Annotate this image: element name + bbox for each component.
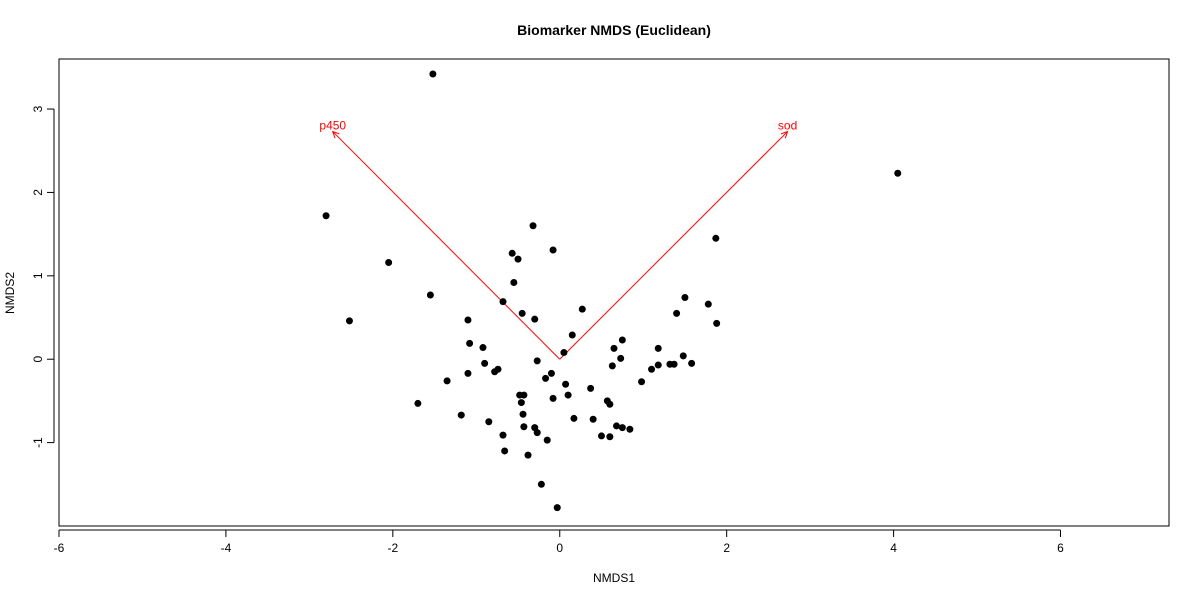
x-axis-title: NMDS1 [593, 571, 635, 585]
x-tick-label: -6 [54, 541, 65, 555]
data-point [617, 354, 625, 362]
data-point [688, 359, 696, 367]
data-point [481, 359, 489, 367]
data-point [564, 391, 572, 399]
data-point [485, 418, 493, 426]
data-point [508, 249, 516, 257]
data-point [414, 399, 422, 407]
data-point [587, 384, 595, 392]
data-point [713, 319, 721, 327]
vector-label-sod: sod [778, 119, 797, 133]
data-point [606, 433, 614, 441]
data-point [537, 480, 545, 488]
y-tick-label: 2 [31, 189, 45, 196]
data-point [679, 352, 687, 360]
plot-frame [58, 58, 1170, 527]
vector-line-p450 [332, 131, 561, 360]
data-point [570, 414, 578, 422]
data-point [560, 349, 568, 357]
data-point [638, 378, 646, 386]
data-point [673, 309, 681, 317]
data-point [648, 365, 656, 373]
vector-arrowhead-p450 [331, 130, 340, 139]
data-point [597, 432, 605, 440]
biomarker-vectors: p450 sod [319, 119, 797, 360]
data-point [553, 504, 561, 512]
y-axis: -1 0 1 2 3 [31, 105, 55, 448]
data-point [510, 278, 518, 286]
data-point [494, 365, 502, 373]
data-point [499, 298, 507, 306]
data-point [464, 316, 472, 324]
data-point [479, 344, 487, 352]
data-point [654, 361, 662, 369]
x-tick-label: 4 [890, 541, 897, 555]
data-point [568, 331, 576, 339]
vector-label-p450: p450 [319, 119, 346, 133]
y-tick-label: 3 [31, 105, 45, 112]
data-point [517, 399, 525, 407]
data-point [712, 234, 720, 242]
data-points [322, 70, 902, 512]
data-point [524, 451, 532, 459]
data-point [704, 300, 712, 308]
x-tick-label: 6 [1057, 541, 1064, 555]
data-point [466, 339, 474, 347]
data-point [514, 255, 522, 263]
data-point [457, 411, 465, 419]
data-point [531, 315, 539, 323]
vector-line-sod [559, 131, 788, 360]
data-point [549, 246, 557, 254]
data-point [385, 258, 393, 266]
data-point [549, 394, 557, 402]
data-point [543, 436, 551, 444]
data-point [322, 212, 330, 220]
data-point [345, 317, 353, 325]
data-point [533, 429, 541, 437]
data-point [499, 431, 507, 439]
data-point [520, 423, 528, 431]
data-point [501, 447, 509, 455]
data-point [429, 70, 437, 78]
data-point [426, 291, 434, 299]
data-point [464, 369, 472, 377]
data-point [654, 344, 662, 352]
x-tick-label: -4 [221, 541, 232, 555]
data-point [670, 360, 678, 368]
data-point [681, 294, 689, 302]
vector-arrowhead-sod [780, 130, 789, 139]
data-point [547, 369, 555, 377]
data-point [443, 377, 451, 385]
data-point [589, 415, 597, 423]
data-point [519, 410, 527, 418]
y-tick-label: 1 [31, 272, 45, 279]
data-point [894, 169, 902, 177]
data-point [533, 357, 541, 365]
x-tick-label: -2 [387, 541, 398, 555]
x-tick-label: 2 [723, 541, 730, 555]
y-axis-title: NMDS2 [3, 272, 17, 314]
data-point [608, 362, 616, 370]
y-tick-label: 0 [31, 356, 45, 363]
data-point [562, 380, 570, 388]
data-point [518, 309, 526, 317]
data-point [520, 391, 528, 399]
data-point [618, 424, 626, 432]
data-point [606, 400, 614, 408]
data-point [626, 425, 634, 433]
x-tick-label: 0 [556, 541, 563, 555]
data-point [542, 374, 550, 382]
data-point [529, 222, 537, 230]
data-point [578, 305, 586, 313]
data-point [613, 422, 621, 430]
data-point [610, 344, 618, 352]
chart-title: Biomarker NMDS (Euclidean) [517, 22, 711, 38]
data-point [618, 336, 626, 344]
y-tick-label: -1 [31, 437, 45, 448]
x-axis: -6 -4 -2 0 2 4 6 [54, 529, 1064, 555]
